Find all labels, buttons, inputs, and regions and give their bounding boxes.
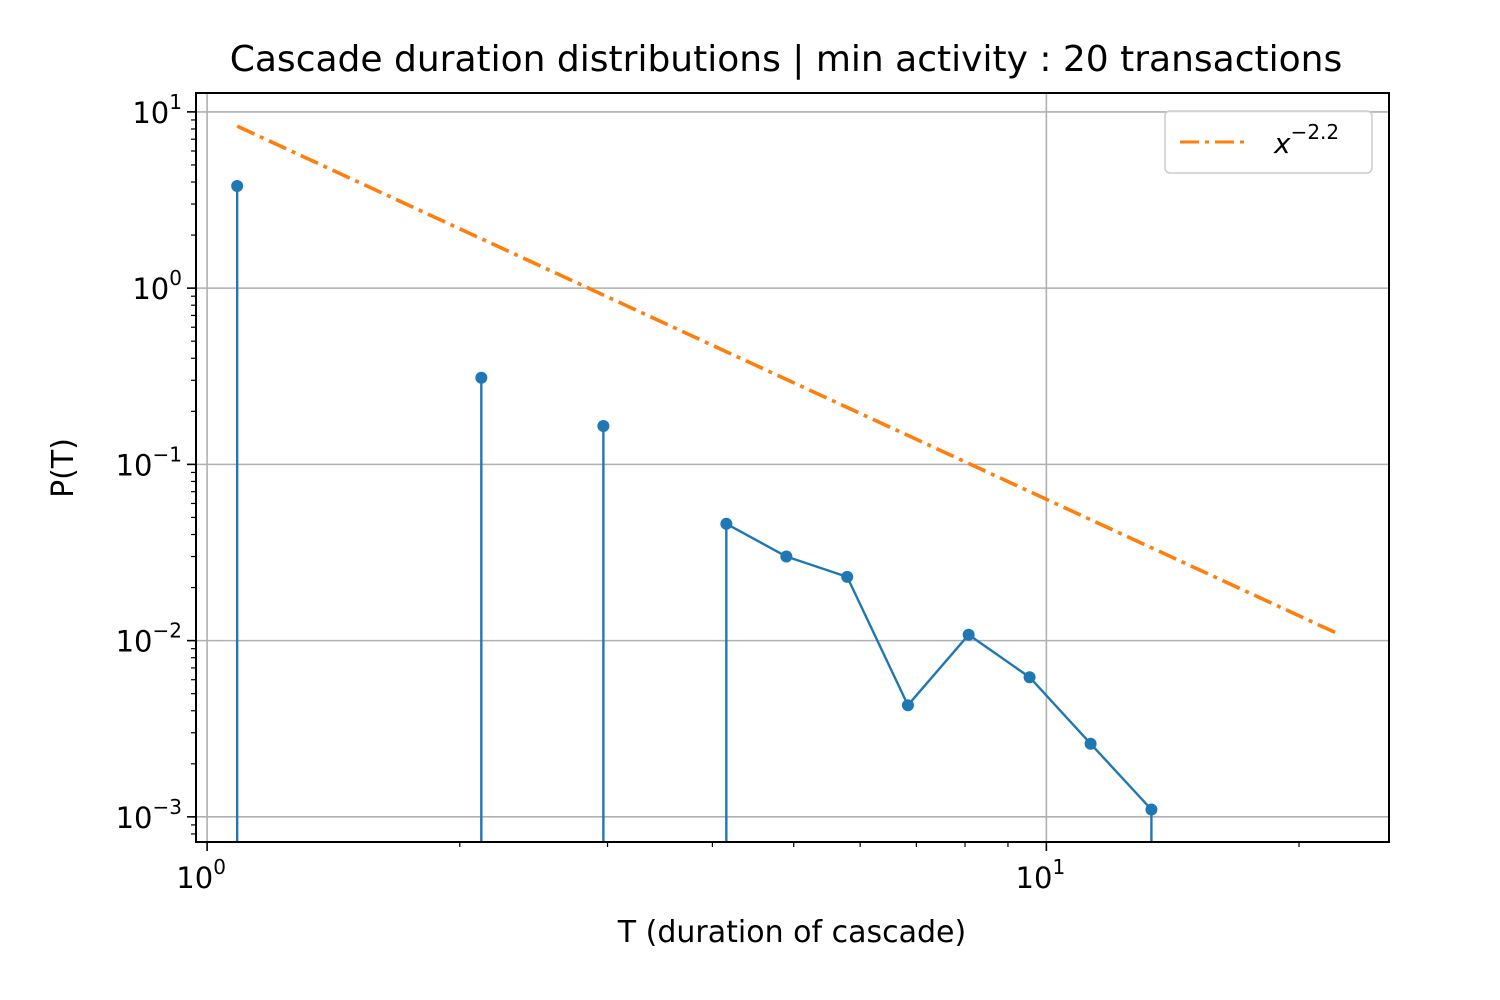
x-tick-label: 101 (1016, 855, 1066, 895)
y-tick-exponent: −3 (153, 795, 182, 819)
y-tick-exponent: 1 (169, 90, 182, 114)
grid-lines (196, 93, 1389, 842)
series-layer (231, 124, 1338, 842)
y-tick-exponent: −2 (153, 619, 182, 643)
minor-ticks (191, 119, 1300, 847)
data-point (901, 699, 914, 712)
y-axis-label: P(T) (46, 438, 81, 498)
series-segment (907, 633, 970, 706)
y-tick-base: 10 (116, 801, 153, 835)
x-tick-exponent: 1 (1052, 855, 1065, 879)
data-point (962, 628, 975, 641)
data-point (231, 179, 244, 192)
y-tick-label: 101 (132, 90, 182, 130)
data-point (720, 517, 733, 530)
plot-frame (195, 92, 1390, 843)
legend-entry-base: x (1273, 127, 1291, 160)
data-point (1145, 803, 1158, 816)
series-segment (785, 555, 848, 579)
legend: x−2.2 (1164, 110, 1373, 174)
series-segment (725, 522, 787, 558)
y-tick-label: 10−1 (116, 442, 182, 482)
y-tick-base: 10 (116, 448, 153, 482)
chart-title: Cascade duration distributions | min act… (230, 39, 1343, 80)
y-tick-exponent: 0 (169, 266, 182, 290)
legend-entry-exponent: −2.2 (1291, 120, 1340, 144)
x-tick-exponent: 0 (213, 855, 226, 879)
y-tick-label: 10−2 (116, 619, 182, 659)
legend-box (1164, 110, 1373, 174)
series-segment (967, 633, 1031, 679)
y-tick-label: 100 (132, 266, 182, 306)
y-tick-base: 10 (116, 625, 153, 659)
data-point (1084, 737, 1097, 750)
y-tick-exponent: −1 (153, 442, 182, 466)
data-point (475, 371, 488, 384)
x-tick-base: 10 (176, 861, 213, 895)
data-point (841, 570, 854, 583)
data-point (597, 420, 610, 433)
power-law-line (236, 124, 1338, 635)
data-point (780, 550, 793, 563)
data-point (1023, 671, 1036, 684)
series-segment (846, 576, 910, 706)
x-axis-label: T (duration of cascade) (617, 915, 966, 950)
legend-entry-label: x−2.2 (1273, 120, 1339, 160)
y-tick-base: 10 (132, 272, 169, 306)
series-segment (1089, 742, 1153, 811)
x-tick-label: 100 (176, 855, 226, 895)
x-tick-base: 10 (1016, 861, 1053, 895)
y-tick-base: 10 (132, 96, 169, 130)
series-segment (1028, 676, 1092, 745)
y-tick-label: 10−3 (116, 795, 182, 835)
